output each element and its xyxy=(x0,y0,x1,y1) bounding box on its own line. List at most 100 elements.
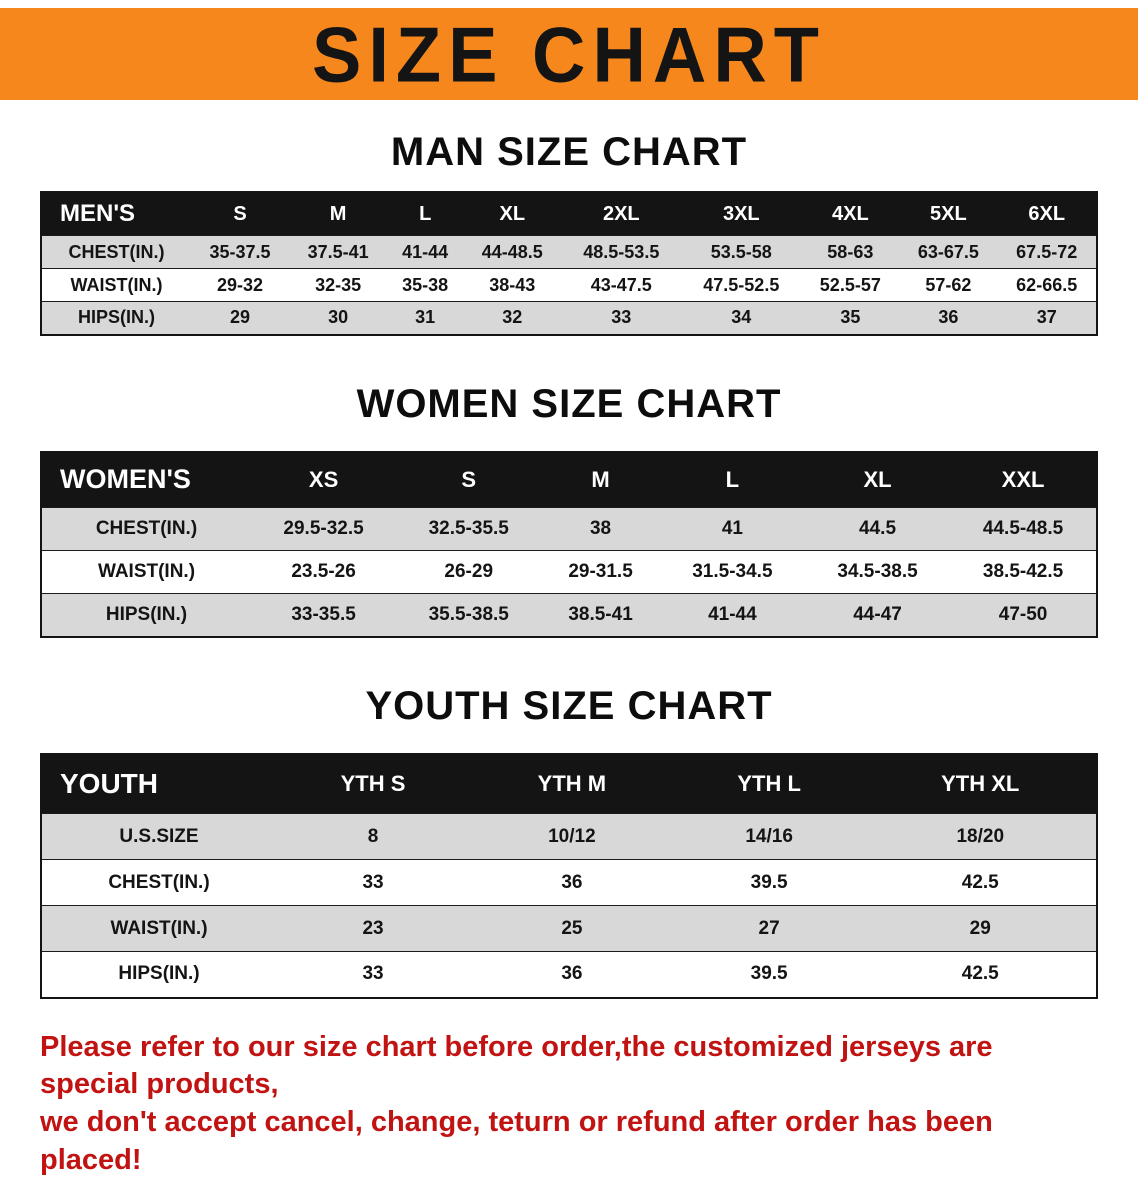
youth-corner-label: YOUTH xyxy=(41,754,276,814)
size-value-cell: 23.5-26 xyxy=(251,551,396,594)
size-value-cell: 27 xyxy=(674,906,865,952)
size-value-cell: 34.5-38.5 xyxy=(805,551,950,594)
row-label: CHEST(IN.) xyxy=(41,236,191,269)
size-value-cell: 29 xyxy=(864,906,1097,952)
row-label: HIPS(IN.) xyxy=(41,594,251,637)
size-header-cell: YTH XL xyxy=(864,754,1097,814)
youth-section-heading: YOUTH SIZE CHART xyxy=(0,684,1138,729)
size-value-cell: 35-38 xyxy=(387,269,463,302)
size-value-cell: 36 xyxy=(470,952,674,998)
youth-ussize-row: U.S.SIZE 8 10/12 14/16 18/20 xyxy=(41,814,1097,860)
men-corner-label: MEN'S xyxy=(41,192,191,236)
size-value-cell: 35 xyxy=(801,302,899,335)
size-value-cell: 37 xyxy=(997,302,1097,335)
size-value-cell: 42.5 xyxy=(864,860,1097,906)
size-chart-title: SIZE CHART xyxy=(312,9,826,98)
women-section: WOMEN SIZE CHART WOMEN'S XS S M L XL XXL… xyxy=(0,382,1138,638)
size-value-cell: 31 xyxy=(387,302,463,335)
size-value-cell: 29-32 xyxy=(191,269,289,302)
men-hips-row: HIPS(IN.) 29 30 31 32 33 34 35 36 37 xyxy=(41,302,1097,335)
size-value-cell: 41-44 xyxy=(387,236,463,269)
size-value-cell: 33 xyxy=(561,302,681,335)
youth-hips-row: HIPS(IN.) 33 36 39.5 42.5 xyxy=(41,952,1097,998)
size-value-cell: 38.5-41 xyxy=(541,594,660,637)
size-value-cell: 33-35.5 xyxy=(251,594,396,637)
size-value-cell: 37.5-41 xyxy=(289,236,387,269)
size-header-cell: XS xyxy=(251,452,396,508)
youth-section: YOUTH SIZE CHART YOUTH YTH S YTH M YTH L… xyxy=(0,684,1138,999)
size-value-cell: 39.5 xyxy=(674,952,865,998)
size-value-cell: 57-62 xyxy=(899,269,997,302)
women-waist-row: WAIST(IN.) 23.5-26 26-29 29-31.5 31.5-34… xyxy=(41,551,1097,594)
size-header-cell: M xyxy=(289,192,387,236)
size-value-cell: 47-50 xyxy=(950,594,1097,637)
size-value-cell: 33 xyxy=(276,860,470,906)
size-header-cell: S xyxy=(396,452,541,508)
size-header-cell: 3XL xyxy=(681,192,801,236)
size-header-cell: 6XL xyxy=(997,192,1097,236)
size-header-cell: 4XL xyxy=(801,192,899,236)
size-value-cell: 52.5-57 xyxy=(801,269,899,302)
disclaimer-text: Please refer to our size chart before or… xyxy=(40,1029,1098,1179)
size-value-cell: 53.5-58 xyxy=(681,236,801,269)
youth-header-row: YOUTH YTH S YTH M YTH L YTH XL xyxy=(41,754,1097,814)
size-value-cell: 44.5-48.5 xyxy=(950,508,1097,551)
size-value-cell: 29-31.5 xyxy=(541,551,660,594)
size-value-cell: 23 xyxy=(276,906,470,952)
size-value-cell: 34 xyxy=(681,302,801,335)
size-chart-page: SIZE CHART MAN SIZE CHART MEN'S S M L XL… xyxy=(0,8,1138,1179)
size-value-cell: 58-63 xyxy=(801,236,899,269)
size-value-cell: 36 xyxy=(470,860,674,906)
women-section-heading: WOMEN SIZE CHART xyxy=(0,382,1138,427)
disclaimer-line-1: Please refer to our size chart before or… xyxy=(40,1029,1098,1104)
women-size-table: WOMEN'S XS S M L XL XXL CHEST(IN.) 29.5-… xyxy=(40,451,1098,638)
size-value-cell: 39.5 xyxy=(674,860,865,906)
size-header-cell: XXL xyxy=(950,452,1097,508)
size-value-cell: 29 xyxy=(191,302,289,335)
youth-size-table: YOUTH YTH S YTH M YTH L YTH XL U.S.SIZE … xyxy=(40,753,1098,999)
row-label: WAIST(IN.) xyxy=(41,906,276,952)
size-value-cell: 63-67.5 xyxy=(899,236,997,269)
youth-chest-row: CHEST(IN.) 33 36 39.5 42.5 xyxy=(41,860,1097,906)
size-header-cell: L xyxy=(387,192,463,236)
size-value-cell: 10/12 xyxy=(470,814,674,860)
size-value-cell: 38.5-42.5 xyxy=(950,551,1097,594)
size-header-cell: 5XL xyxy=(899,192,997,236)
row-label: WAIST(IN.) xyxy=(41,269,191,302)
men-waist-row: WAIST(IN.) 29-32 32-35 35-38 38-43 43-47… xyxy=(41,269,1097,302)
row-label: WAIST(IN.) xyxy=(41,551,251,594)
row-label: HIPS(IN.) xyxy=(41,302,191,335)
size-value-cell: 36 xyxy=(899,302,997,335)
size-value-cell: 48.5-53.5 xyxy=(561,236,681,269)
row-label: CHEST(IN.) xyxy=(41,860,276,906)
size-value-cell: 44-47 xyxy=(805,594,950,637)
disclaimer-line-2: we don't accept cancel, change, teturn o… xyxy=(40,1104,1098,1179)
size-header-cell: 2XL xyxy=(561,192,681,236)
size-value-cell: 32.5-35.5 xyxy=(396,508,541,551)
youth-waist-row: WAIST(IN.) 23 25 27 29 xyxy=(41,906,1097,952)
size-value-cell: 8 xyxy=(276,814,470,860)
women-hips-row: HIPS(IN.) 33-35.5 35.5-38.5 38.5-41 41-4… xyxy=(41,594,1097,637)
size-chart-banner: SIZE CHART xyxy=(0,8,1138,100)
size-value-cell: 41 xyxy=(660,508,805,551)
men-size-table: MEN'S S M L XL 2XL 3XL 4XL 5XL 6XL CHEST… xyxy=(40,191,1098,336)
size-header-cell: YTH L xyxy=(674,754,865,814)
men-section: MAN SIZE CHART MEN'S S M L XL 2XL 3XL 4X… xyxy=(0,130,1138,336)
size-value-cell: 26-29 xyxy=(396,551,541,594)
men-header-row: MEN'S S M L XL 2XL 3XL 4XL 5XL 6XL xyxy=(41,192,1097,236)
size-header-cell: YTH S xyxy=(276,754,470,814)
women-header-row: WOMEN'S XS S M L XL XXL xyxy=(41,452,1097,508)
size-value-cell: 25 xyxy=(470,906,674,952)
row-label: HIPS(IN.) xyxy=(41,952,276,998)
size-value-cell: 32-35 xyxy=(289,269,387,302)
size-value-cell: 29.5-32.5 xyxy=(251,508,396,551)
size-value-cell: 14/16 xyxy=(674,814,865,860)
size-header-cell: XL xyxy=(805,452,950,508)
size-value-cell: 42.5 xyxy=(864,952,1097,998)
size-value-cell: 31.5-34.5 xyxy=(660,551,805,594)
women-chest-row: CHEST(IN.) 29.5-32.5 32.5-35.5 38 41 44.… xyxy=(41,508,1097,551)
size-value-cell: 67.5-72 xyxy=(997,236,1097,269)
size-value-cell: 38-43 xyxy=(463,269,561,302)
size-header-cell: L xyxy=(660,452,805,508)
size-value-cell: 38 xyxy=(541,508,660,551)
